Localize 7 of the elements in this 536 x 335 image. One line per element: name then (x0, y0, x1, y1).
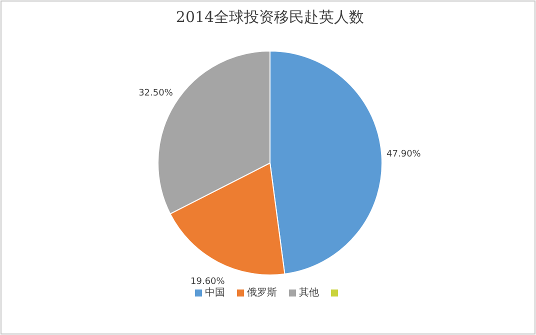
data-label: 47.90% (386, 150, 422, 160)
data-label: 19.60% (190, 277, 226, 288)
chart-title: 2014全球投资移民赴英人数 (176, 8, 364, 26)
legend-label: 中国 (205, 286, 225, 299)
legend-label: 俄罗斯 (247, 286, 277, 299)
data-label: 32.50% (138, 88, 174, 98)
legend-label: 其他 (299, 286, 319, 299)
